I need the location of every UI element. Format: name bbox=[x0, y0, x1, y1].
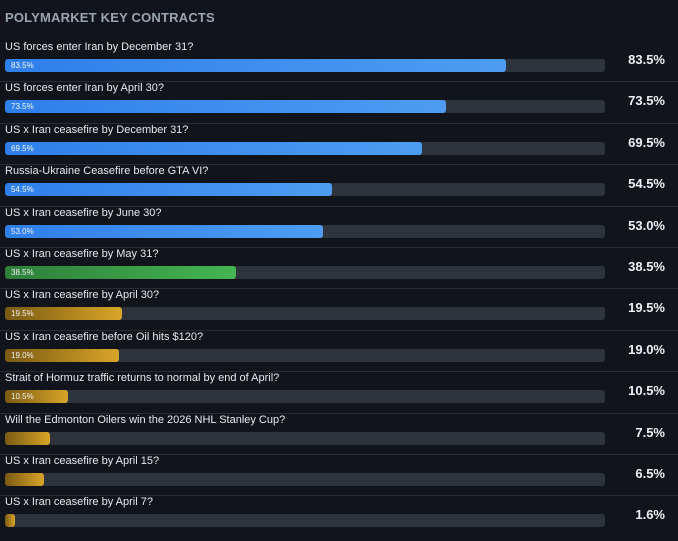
progress-fill bbox=[5, 348, 119, 362]
contract-label: US x Iran ceasefire by April 15? bbox=[5, 454, 160, 467]
contract-row[interactable]: US x Iran ceasefire by April 7? 1.6% bbox=[0, 496, 678, 537]
contract-label: Russia-Ukraine Ceasefire before GTA VI? bbox=[5, 165, 209, 178]
bar-value-label: 73.5% bbox=[11, 102, 34, 112]
bar-value-label: 83.5% bbox=[11, 61, 34, 70]
contract-label: US x Iran ceasefire by December 31? bbox=[5, 123, 189, 136]
contract-label: Will the Edmonton Oilers win the 2026 NH… bbox=[5, 413, 286, 426]
contract-row[interactable]: US x Iran ceasefire by May 31? 38.5% 38.5% bbox=[0, 247, 678, 290]
progress-fill bbox=[5, 100, 446, 114]
progress-track: 19.5% bbox=[5, 307, 605, 321]
bar-value-label: 10.5% bbox=[11, 392, 34, 402]
contract-label: US x Iran ceasefire by June 30? bbox=[5, 206, 162, 219]
probability-value: 19.5% bbox=[628, 300, 665, 316]
contract-row[interactable]: US forces enter Iran by April 30? 73.5% 73… bbox=[0, 82, 678, 124]
contract-row[interactable]: US x Iran ceasefire before Oil hits $120… bbox=[0, 330, 678, 373]
progress-track bbox=[5, 514, 605, 528]
progress-track: 73.5% bbox=[5, 100, 605, 114]
contract-row[interactable]: US x Iran ceasefire by June 30? 53.0% 53.0… bbox=[0, 207, 678, 248]
contract-label: US forces enter Iran by December 31? bbox=[5, 41, 194, 53]
probability-value: 6.5% bbox=[635, 465, 665, 481]
probability-value: 53.0% bbox=[628, 217, 665, 233]
progress-fill bbox=[5, 265, 236, 279]
progress-track bbox=[5, 472, 605, 486]
progress-fill bbox=[5, 224, 323, 238]
progress-fill bbox=[5, 183, 332, 197]
bar-value-label: 38.5% bbox=[11, 267, 34, 277]
progress-track: 83.5% bbox=[5, 59, 605, 72]
contract-label: US x Iran ceasefire before Oil hits $120… bbox=[5, 330, 204, 343]
probability-value: 7.5% bbox=[635, 424, 665, 440]
probability-value: 19.0% bbox=[628, 341, 665, 357]
contract-label: US x Iran ceasefire by April 7? bbox=[5, 496, 153, 509]
bar-value-label: 19.5% bbox=[11, 309, 34, 319]
contract-row[interactable]: US x Iran ceasefire by December 31? 69.5%… bbox=[0, 123, 678, 166]
progress-track: 19.0% bbox=[5, 348, 605, 362]
probability-value: 10.5% bbox=[628, 383, 665, 399]
probability-value: 54.5% bbox=[628, 176, 665, 192]
progress-track: 10.5% bbox=[5, 390, 605, 404]
contract-label: US x Iran ceasefire by April 30? bbox=[5, 289, 160, 302]
progress-track bbox=[5, 431, 605, 445]
bar-value-label: 19.0% bbox=[11, 350, 34, 360]
progress-track: 69.5% bbox=[5, 141, 605, 155]
contract-row[interactable]: US x Iran ceasefire by April 15? 6.5% bbox=[0, 454, 678, 497]
bar-value-label: 53.0% bbox=[11, 226, 34, 236]
progress-track: 53.0% bbox=[5, 224, 605, 238]
contract-row[interactable]: US forces enter Iran by December 31? 83.5… bbox=[0, 41, 678, 83]
contract-row[interactable]: Russia-Ukraine Ceasefire before GTA VI? 5… bbox=[0, 165, 678, 207]
panel-title: POLYMARKET KEY CONTRACTS bbox=[5, 10, 215, 25]
probability-value: 69.5% bbox=[628, 134, 665, 150]
contract-label: US x Iran ceasefire by May 31? bbox=[5, 247, 159, 260]
probability-value: 83.5% bbox=[628, 52, 665, 67]
progress-track: 38.5% bbox=[5, 265, 605, 279]
contracts-list: US forces enter Iran by December 31? 83.5… bbox=[0, 41, 678, 538]
progress-fill bbox=[5, 390, 68, 404]
progress-fill bbox=[5, 514, 15, 528]
progress-fill bbox=[5, 307, 122, 321]
contract-label: US forces enter Iran by April 30? bbox=[5, 82, 164, 95]
progress-fill bbox=[5, 141, 422, 155]
contract-row[interactable]: Will the Edmonton Oilers win the 2026 NH… bbox=[0, 414, 678, 455]
progress-fill bbox=[5, 59, 506, 72]
bar-value-label: 69.5% bbox=[11, 143, 34, 153]
progress-track: 54.5% bbox=[5, 183, 605, 197]
bar-value-label: 54.5% bbox=[11, 185, 34, 195]
probability-value: 38.5% bbox=[628, 258, 665, 274]
probability-value: 73.5% bbox=[628, 93, 665, 109]
progress-fill bbox=[5, 472, 44, 486]
contract-row[interactable]: Strait of Hormuz traffic returns to norm… bbox=[0, 372, 678, 414]
probability-value: 1.6% bbox=[635, 507, 665, 523]
contract-label: Strait of Hormuz traffic returns to norm… bbox=[5, 372, 280, 385]
contract-row[interactable]: US x Iran ceasefire by April 30? 19.5% 19.… bbox=[0, 289, 678, 331]
progress-fill bbox=[5, 431, 50, 445]
